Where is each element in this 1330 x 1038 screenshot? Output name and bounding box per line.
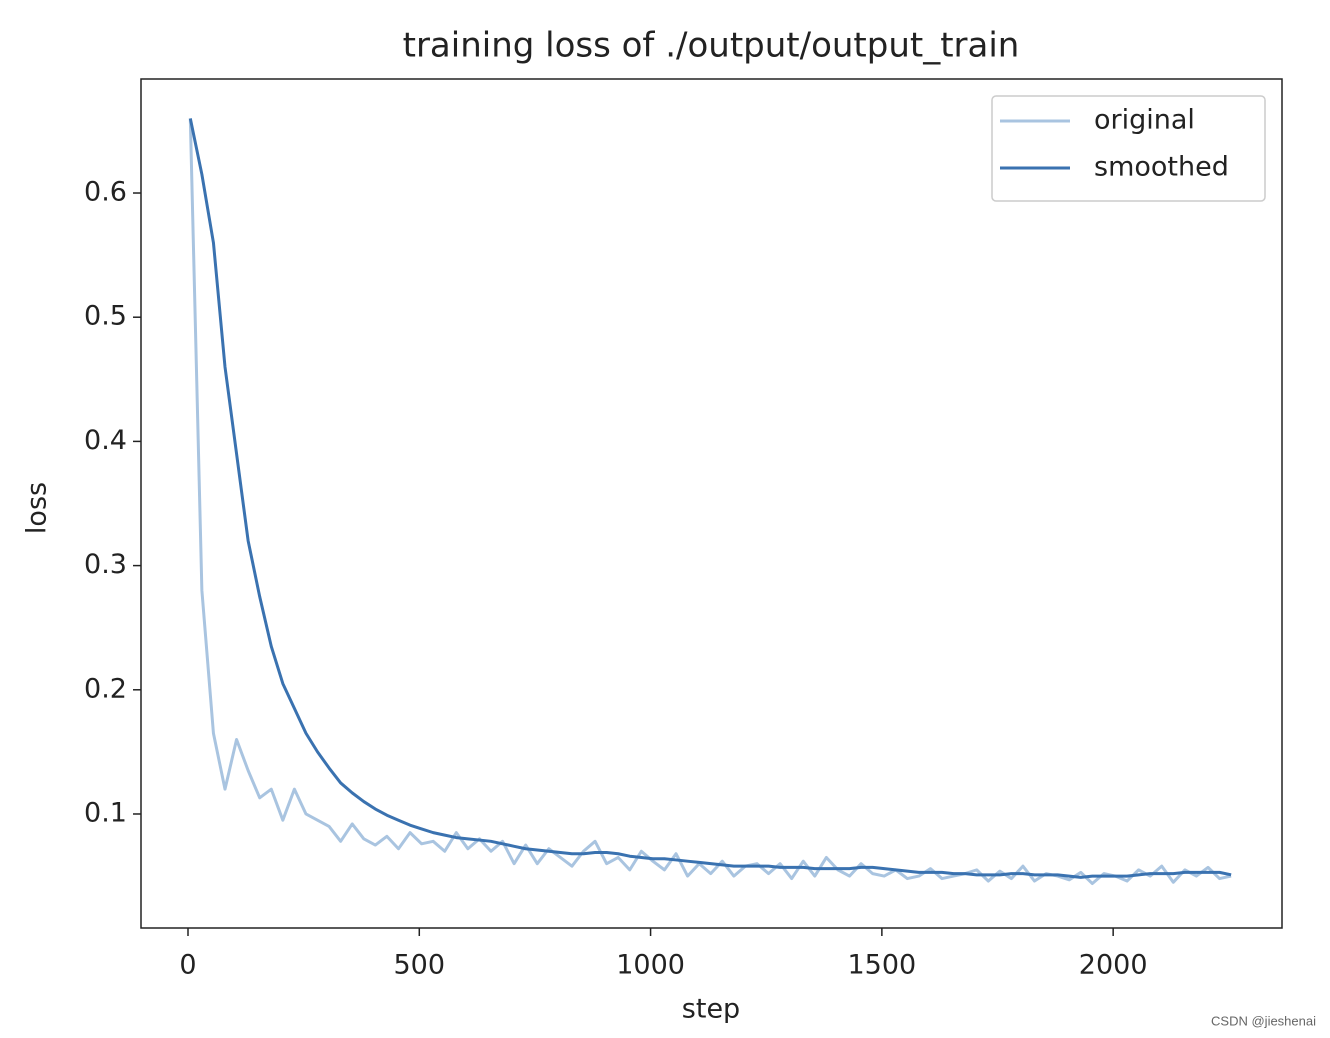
x-tick-label: 0 (179, 950, 196, 981)
legend-label: original (1094, 105, 1195, 136)
x-tick-label: 2000 (1079, 950, 1148, 981)
y-tick-label: 0.6 (84, 177, 127, 208)
x-tick-label: 500 (394, 950, 446, 981)
x-tick-label: 1500 (848, 950, 917, 981)
y-tick-label: 0.1 (84, 797, 127, 828)
watermark: CSDN @jieshenai (1211, 1013, 1316, 1028)
y-tick-label: 0.3 (84, 549, 127, 580)
y-tick-label: 0.5 (84, 301, 127, 332)
x-axis-label: step (682, 994, 740, 1025)
plot-frame (140, 78, 1283, 929)
series-line (188, 118, 1232, 879)
y-axis-label: loss (22, 482, 53, 534)
legend-label: smoothed (1094, 152, 1229, 183)
x-tick-label: 1000 (616, 950, 685, 981)
chart-title: training loss of ./output/output_train (403, 26, 1020, 66)
y-tick-label: 0.2 (84, 673, 127, 704)
y-tick-label: 0.4 (84, 425, 127, 456)
